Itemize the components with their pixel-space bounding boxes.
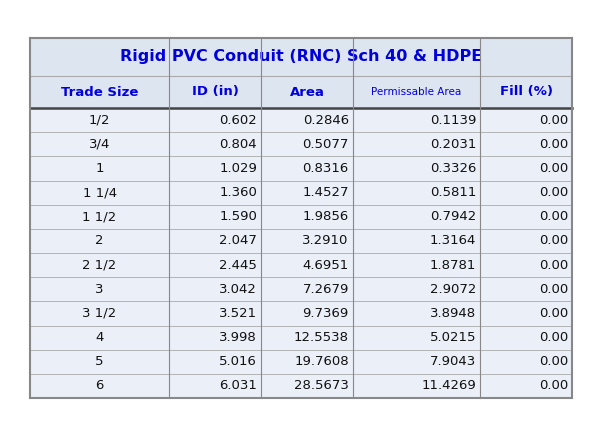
Text: 3.042: 3.042 [219, 283, 257, 296]
Text: 1.590: 1.590 [219, 210, 257, 223]
Text: 5.0215: 5.0215 [430, 331, 476, 344]
Text: 0.00: 0.00 [539, 210, 568, 223]
Text: Area: Area [289, 86, 325, 98]
Text: 0.5811: 0.5811 [430, 186, 476, 199]
Text: 0.2031: 0.2031 [430, 138, 476, 151]
Text: 0.7942: 0.7942 [430, 210, 476, 223]
Text: 28.5673: 28.5673 [294, 379, 349, 393]
Text: 3 1/2: 3 1/2 [82, 307, 117, 320]
Bar [30, 181, 572, 205]
Text: 2.9072: 2.9072 [430, 283, 476, 296]
Text: 4: 4 [95, 331, 104, 344]
Text: 9.7369: 9.7369 [302, 307, 349, 320]
Text: ID (in): ID (in) [191, 86, 239, 98]
Text: 0.00: 0.00 [539, 379, 568, 393]
Bar [30, 301, 572, 326]
Text: 1.4527: 1.4527 [302, 186, 349, 199]
Text: Fill (%): Fill (%) [500, 86, 553, 98]
Text: 1.8781: 1.8781 [430, 259, 476, 272]
Text: 7.2679: 7.2679 [302, 283, 349, 296]
Text: 3: 3 [95, 283, 104, 296]
Bar [30, 76, 572, 108]
Text: 6.031: 6.031 [219, 379, 257, 393]
Text: 1.3164: 1.3164 [430, 234, 476, 248]
Text: 3.998: 3.998 [219, 331, 257, 344]
Text: Permissable Area: Permissable Area [371, 87, 461, 97]
Text: 11.4269: 11.4269 [421, 379, 476, 393]
Text: 0.8316: 0.8316 [302, 162, 349, 175]
Text: 0.804: 0.804 [220, 138, 257, 151]
Text: 0.00: 0.00 [539, 307, 568, 320]
Text: 19.7608: 19.7608 [294, 355, 349, 368]
Text: 0.00: 0.00 [539, 162, 568, 175]
Text: 5: 5 [95, 355, 104, 368]
Text: 2 1/2: 2 1/2 [82, 259, 117, 272]
Text: 2.047: 2.047 [219, 234, 257, 248]
Text: 0.00: 0.00 [539, 283, 568, 296]
Text: 1.9856: 1.9856 [302, 210, 349, 223]
Text: 7.9043: 7.9043 [430, 355, 476, 368]
Bar [30, 253, 572, 277]
Bar [30, 38, 572, 76]
Text: 0.3326: 0.3326 [430, 162, 476, 175]
Text: 1 1/2: 1 1/2 [82, 210, 117, 223]
Bar [30, 229, 572, 253]
Bar [30, 132, 572, 156]
Text: 4.6951: 4.6951 [302, 259, 349, 272]
Text: 0.00: 0.00 [539, 331, 568, 344]
Text: 0.602: 0.602 [219, 114, 257, 127]
Text: 12.5538: 12.5538 [294, 331, 349, 344]
Text: Rigid PVC Conduit (RNC) Sch 40 & HDPE: Rigid PVC Conduit (RNC) Sch 40 & HDPE [120, 50, 482, 64]
Text: 1/2: 1/2 [89, 114, 110, 127]
Text: 0.00: 0.00 [539, 355, 568, 368]
Bar [30, 350, 572, 374]
Text: 0.00: 0.00 [539, 138, 568, 151]
Text: 1 1/4: 1 1/4 [83, 186, 116, 199]
Text: 0.00: 0.00 [539, 186, 568, 199]
Text: 6: 6 [95, 379, 104, 393]
Text: 0.00: 0.00 [539, 234, 568, 248]
Bar [30, 108, 572, 132]
Text: 2.445: 2.445 [219, 259, 257, 272]
Text: 3.521: 3.521 [219, 307, 257, 320]
Text: 3.8948: 3.8948 [430, 307, 476, 320]
Text: 0.00: 0.00 [539, 114, 568, 127]
Text: 3.2910: 3.2910 [302, 234, 349, 248]
Text: 0.5077: 0.5077 [302, 138, 349, 151]
Text: 2: 2 [95, 234, 104, 248]
Bar [30, 326, 572, 350]
Text: 3/4: 3/4 [89, 138, 110, 151]
Bar [30, 205, 572, 229]
Text: Trade Size: Trade Size [61, 86, 138, 98]
Text: 0.00: 0.00 [539, 259, 568, 272]
Text: 0.1139: 0.1139 [430, 114, 476, 127]
Text: 1.360: 1.360 [219, 186, 257, 199]
Bar [30, 277, 572, 301]
Bar [30, 156, 572, 181]
Text: 1.029: 1.029 [219, 162, 257, 175]
Text: 0.2846: 0.2846 [303, 114, 349, 127]
Text: 1: 1 [95, 162, 104, 175]
Text: 5.016: 5.016 [219, 355, 257, 368]
Bar [30, 374, 572, 398]
